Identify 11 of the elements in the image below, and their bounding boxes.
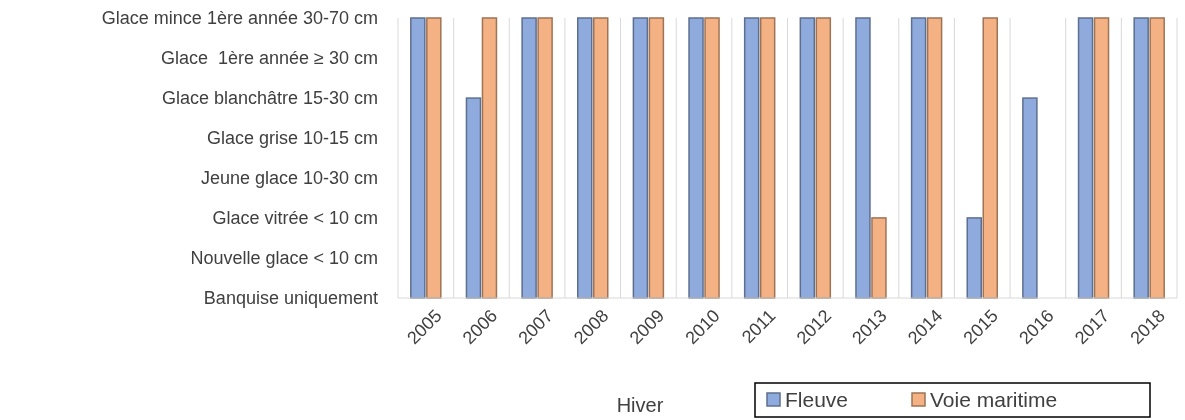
text: Glace grise 10-15 cm <box>206 128 378 149</box>
text: Glace vitrée < 10 cm <box>212 208 378 229</box>
text: Jeune glace 10-30 cm <box>200 168 378 189</box>
text: Banquise uniquement <box>203 288 378 309</box>
x-axis-title: Hiver <box>616 394 664 416</box>
text: Nouvelle glace < 10 cm <box>190 248 378 269</box>
text: Glace mince 1ère année 30-70 cm <box>101 8 378 29</box>
text: Glace 1ère année ≥ 30 cm <box>160 48 378 69</box>
legend-label: Fleuve <box>785 388 849 412</box>
legend-label: Voie maritime <box>930 388 1058 412</box>
text: Glace blanchâtre 15-30 cm <box>161 88 378 109</box>
